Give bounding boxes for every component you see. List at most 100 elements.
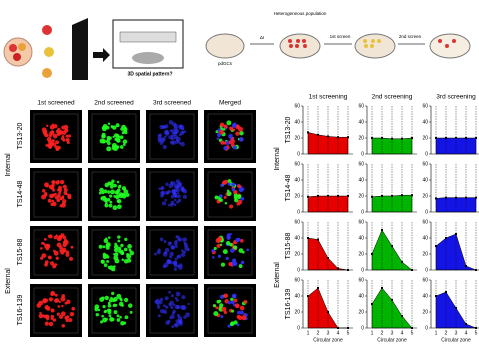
- point: [475, 137, 477, 139]
- column-header: 3rd screening: [436, 94, 476, 101]
- cell: [289, 44, 293, 48]
- cell-signal: [226, 240, 231, 246]
- x-tick-label: 4: [465, 330, 468, 336]
- cell-signal: [42, 300, 46, 303]
- cell-signal: [126, 253, 130, 257]
- schematic: 3D spatial pattern? pdGCs ΔI Heterogeneo…: [3, 11, 471, 80]
- cell-signal: [55, 147, 59, 151]
- row-label: TS13-20: [17, 122, 24, 149]
- x-axis-label: Circular zone: [377, 337, 407, 343]
- cell-signal: [116, 138, 121, 143]
- x-tick-label: 3: [327, 330, 330, 336]
- cell-signal: [117, 198, 122, 204]
- cell-signal: [67, 134, 72, 138]
- y-tick-label: 60: [294, 161, 300, 167]
- column-header: 3rd screened: [153, 100, 191, 107]
- cell-signal: [123, 258, 129, 264]
- cell-signal: [58, 191, 62, 195]
- micrograph: [146, 284, 198, 337]
- cell-signal: [122, 321, 127, 325]
- cell-signal: [118, 301, 124, 307]
- cell-signal: [173, 240, 179, 246]
- y-tick-label: 20: [294, 135, 300, 141]
- cell-signal: [109, 194, 113, 198]
- point: [381, 137, 383, 139]
- cell-signal: [39, 247, 43, 250]
- cell-signal: [127, 244, 132, 249]
- cell-signal: [129, 250, 135, 256]
- cell-signal: [121, 251, 125, 255]
- micrograph: [88, 168, 140, 221]
- cell-signal: [116, 314, 120, 318]
- cell: [296, 39, 300, 43]
- cell-signal: [54, 145, 58, 149]
- cell-signal: [127, 303, 133, 308]
- cell-signal: [168, 183, 174, 189]
- cell-signal: [54, 298, 60, 303]
- cell-signal: [67, 193, 72, 198]
- cell: [371, 39, 375, 43]
- cell-signal: [108, 314, 112, 318]
- cell-signal: [108, 298, 113, 303]
- cell-signal: [167, 319, 171, 323]
- cell-signal: [170, 245, 176, 250]
- cell-signal: [49, 261, 55, 266]
- cell-signal: [232, 245, 238, 250]
- cell-signal: [113, 244, 119, 250]
- cell-signal: [231, 139, 236, 144]
- cell: [377, 39, 381, 43]
- frame: [149, 287, 195, 334]
- x-tick-label: 5: [475, 330, 478, 336]
- cell-signal: [219, 122, 225, 127]
- y-tick-label: 40: [294, 235, 300, 241]
- cell-signal: [230, 300, 235, 305]
- cell-signal: [187, 302, 190, 306]
- cell-signal: [169, 129, 173, 132]
- y-tick-label: 60: [358, 219, 364, 225]
- cell-signal: [101, 314, 104, 318]
- cell-signal: [212, 256, 215, 259]
- point: [371, 253, 373, 255]
- cell-signal: [178, 265, 183, 270]
- y-tick-label: 40: [358, 293, 364, 299]
- cell-signal: [164, 247, 170, 253]
- cell-signal: [41, 194, 47, 200]
- wedge: [72, 18, 88, 80]
- y-tick-label: 20: [422, 193, 428, 199]
- cell-signal: [45, 144, 49, 147]
- cell-signal: [169, 300, 174, 306]
- cell-signal: [122, 143, 126, 146]
- cell-signal: [50, 314, 55, 319]
- cell-signal: [216, 137, 220, 140]
- cell-signal: [71, 306, 76, 311]
- cell-signal: [101, 126, 105, 130]
- cell-signal: [102, 245, 106, 249]
- cell-signal: [115, 194, 121, 199]
- cell-signal: [113, 255, 119, 261]
- cell-signal: [164, 135, 167, 139]
- cell-signal: [50, 317, 54, 320]
- cell-signal: [213, 246, 217, 251]
- cell-signal: [233, 193, 238, 198]
- cell-signal: [123, 188, 127, 191]
- cell-signal: [99, 297, 105, 303]
- cell-signal: [63, 238, 68, 242]
- cell-signal: [211, 249, 215, 253]
- point: [371, 137, 373, 139]
- cell-signal: [107, 303, 112, 308]
- cell-signal: [213, 311, 219, 317]
- cell-signal: [161, 201, 167, 206]
- cell-signal: [106, 260, 109, 263]
- cell-signal: [62, 242, 67, 248]
- cell-signal: [108, 136, 112, 140]
- group-label: External: [5, 268, 12, 294]
- cell-signal: [50, 186, 54, 190]
- x-tick-label: 1: [307, 330, 310, 336]
- y-tick-label: 40: [422, 177, 428, 183]
- cell-signal: [117, 249, 122, 254]
- cell-signal: [113, 146, 119, 151]
- frame: [91, 287, 137, 334]
- cell-signal: [55, 234, 58, 237]
- cell-signal: [56, 312, 60, 316]
- cell: [18, 43, 26, 51]
